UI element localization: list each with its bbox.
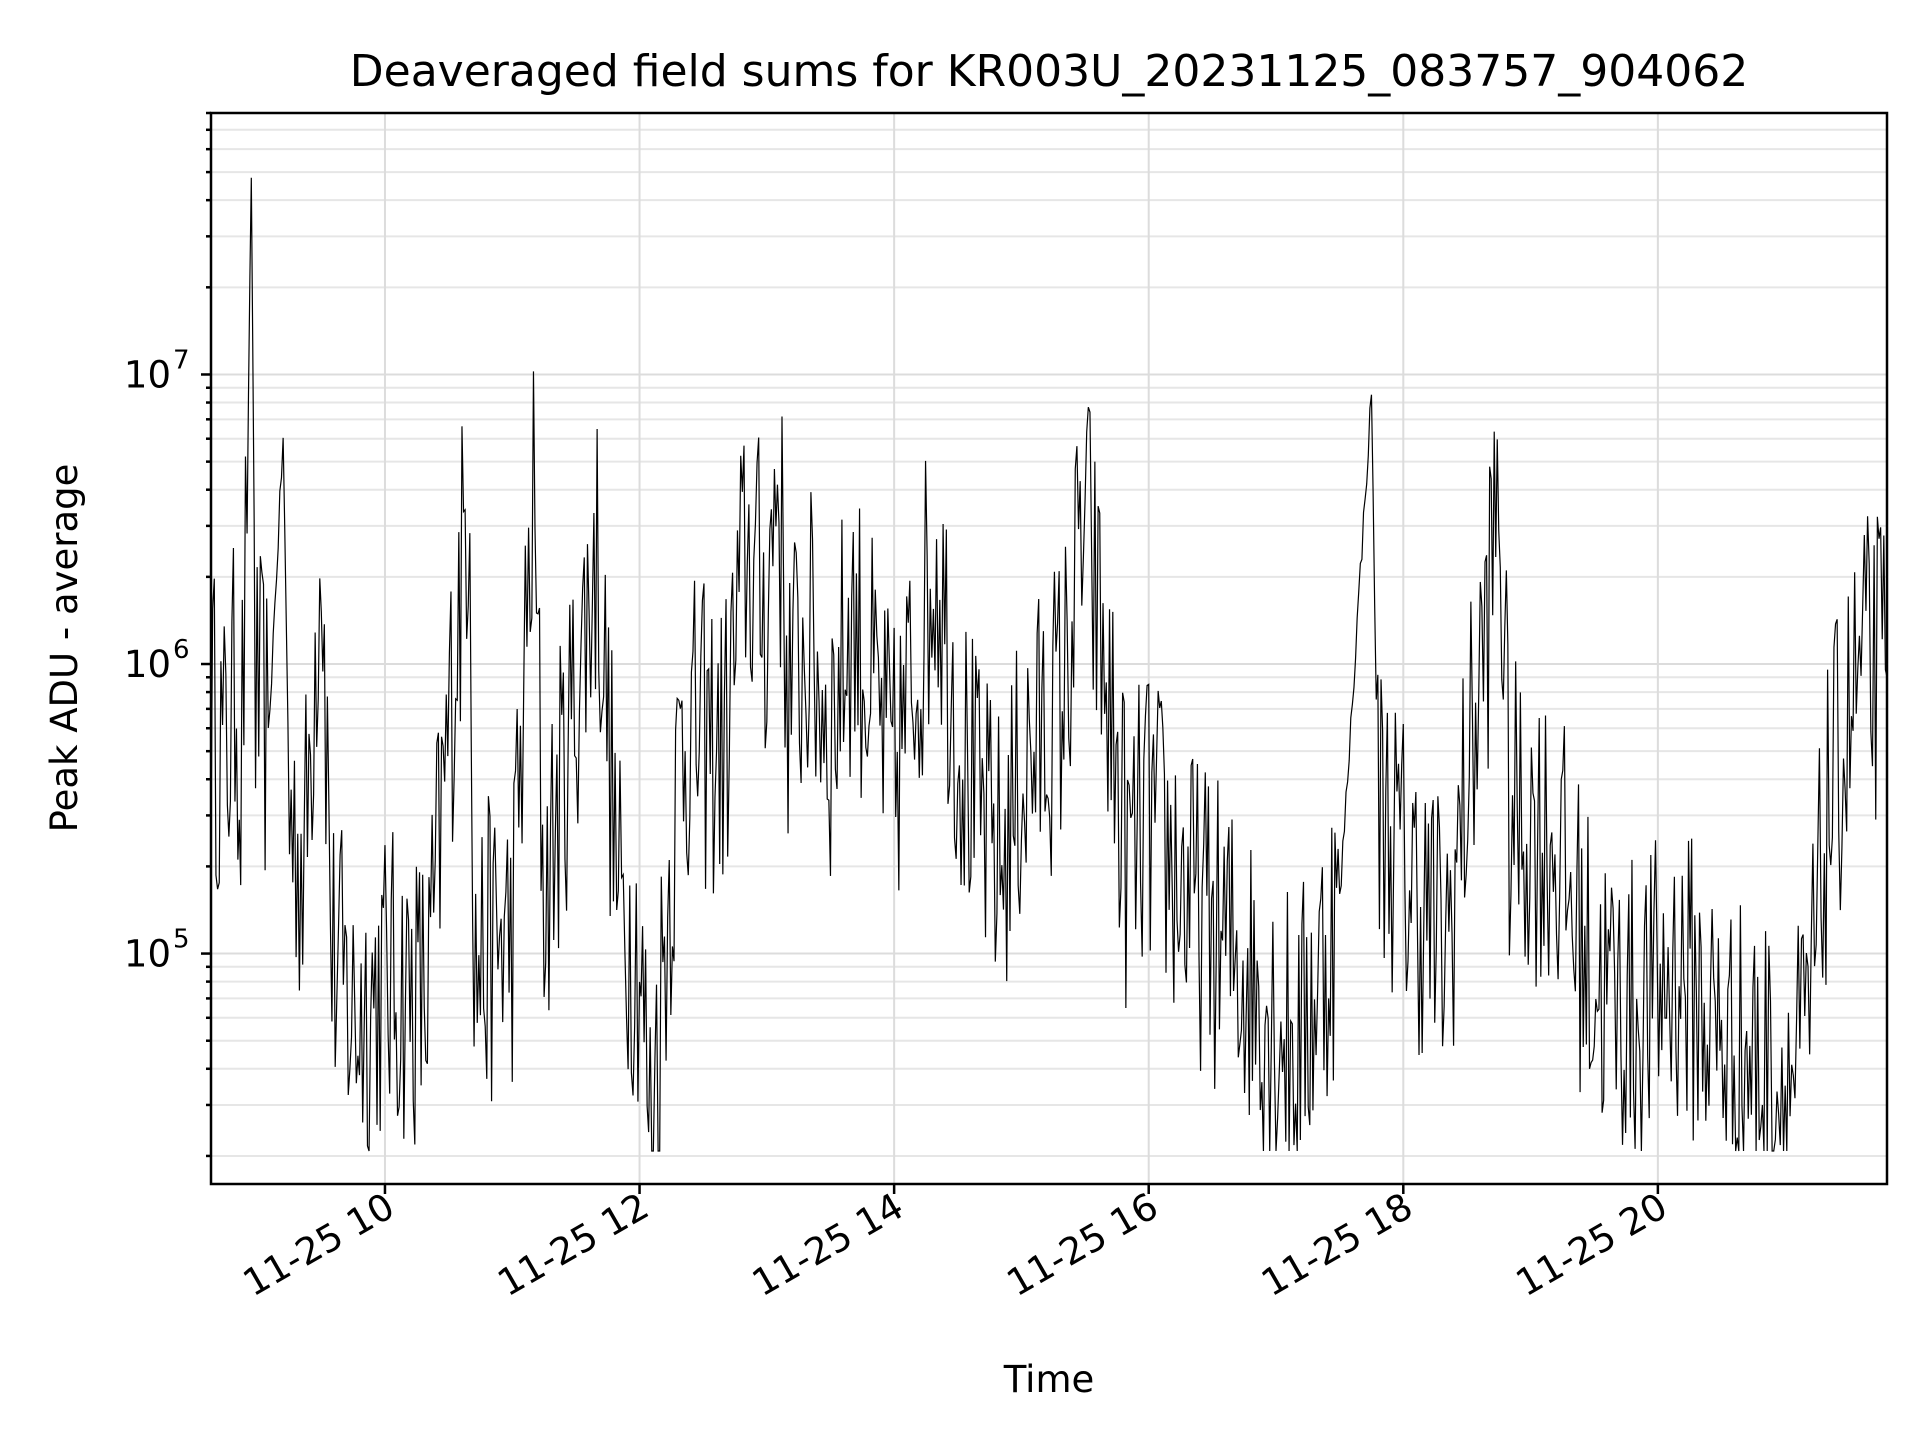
y-tick-exponent: 7 (173, 345, 190, 375)
x-tick-label: 11-25 10 (236, 1185, 402, 1305)
chart-title: Deaveraged field sums for KR003U_2023112… (350, 46, 1748, 97)
y-tick-exponent: 5 (173, 925, 190, 955)
x-tick-label: 11-25 12 (490, 1185, 656, 1305)
y-axis-label: Peak ADU - average (43, 464, 86, 833)
series-line (210, 177, 1888, 1152)
x-tick-label: 11-25 14 (745, 1185, 911, 1305)
y-tick-exponent: 6 (173, 635, 190, 665)
axes-frame (209, 111, 1889, 1186)
x-axis-label: Time (1003, 1358, 1095, 1401)
x-tick-label: 11-25 20 (1509, 1185, 1675, 1305)
grid (211, 112, 1887, 1184)
y-tick-label: 10 (124, 353, 171, 396)
y-tick-label: 10 (124, 933, 171, 976)
series-layer (210, 172, 1888, 1152)
x-tick-label: 11-25 16 (1000, 1185, 1166, 1305)
y-tick-label: 10 (124, 643, 171, 686)
x-tick-label: 11-25 18 (1254, 1185, 1420, 1305)
